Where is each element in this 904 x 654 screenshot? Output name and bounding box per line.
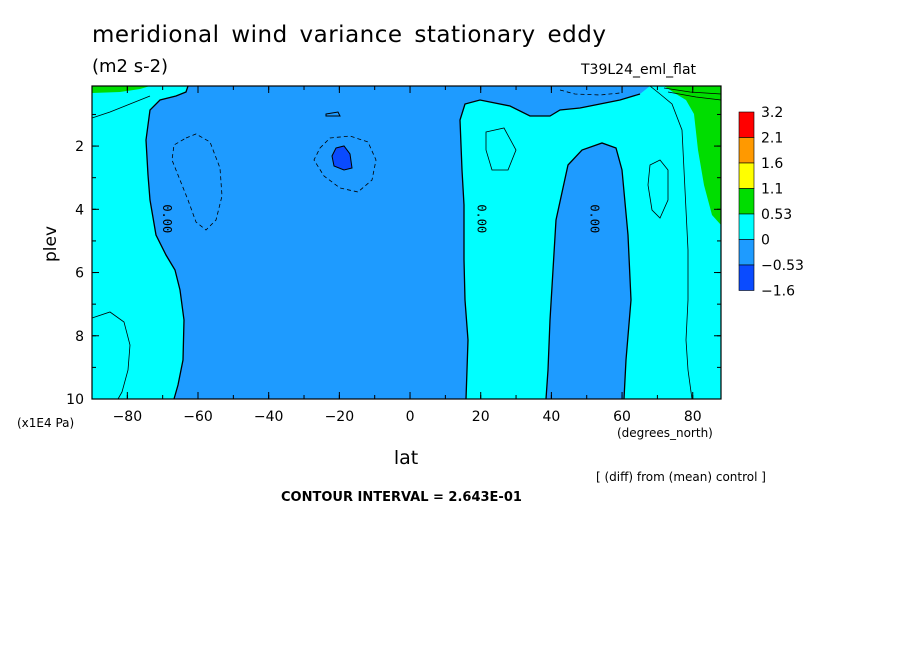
region-minimum [332, 146, 352, 170]
region-top-strip-south [92, 86, 150, 93]
x-tick-label: −40 [254, 409, 284, 425]
y-tick-label: 10 [66, 392, 84, 408]
region-top-strip-north [560, 86, 640, 90]
plot-frame [91, 85, 722, 400]
x-tick-label: −60 [183, 409, 213, 425]
colorbar-label: −1.6 [761, 284, 795, 300]
colorbar-label: 0.53 [761, 207, 792, 223]
x-axis-unit: (degrees_north) [617, 426, 713, 440]
run-id: T39L24_eml_flat [581, 62, 697, 78]
contour-label: 0.00 [475, 204, 489, 233]
y-tick-label: 2 [75, 139, 84, 155]
contour-labels: 0.00 0.00 0.00 [160, 204, 602, 233]
colorbar-label: −0.53 [761, 258, 804, 274]
contour-tongue-inner [647, 159, 669, 219]
colorbar-swatch [738, 137, 755, 164]
region-northern [460, 86, 721, 399]
x-axis: −80 −60 −40 −20 0 20 40 60 80 [91, 86, 702, 425]
x-tick-label: −20 [325, 409, 355, 425]
colorbar-label: 0 [761, 233, 770, 249]
contour-fills [92, 86, 721, 399]
contour-small-south-tick [325, 111, 341, 117]
contour-dashed-min [313, 135, 377, 193]
y-axis: 2 4 6 8 10 [66, 113, 721, 408]
contour-dashed-top-north [559, 89, 621, 96]
colorbar-label: 1.6 [761, 156, 783, 172]
x-tick-label: 40 [542, 409, 560, 425]
colorbar-label: 3.2 [761, 105, 783, 121]
x-tick-label: −80 [113, 409, 143, 425]
y-axis-unit: (x1E4 Pa) [17, 416, 75, 430]
y-tick-label: 6 [75, 266, 84, 282]
y-tick-label: 8 [75, 329, 84, 345]
colorbar-label: 2.1 [761, 131, 783, 147]
colorbar-swatch [738, 213, 755, 240]
chart-units: (m2 s-2) [92, 56, 169, 77]
contour-positive-south-bottom [91, 311, 131, 400]
x-tick-label: 60 [613, 409, 631, 425]
contour-positive-blob [485, 127, 517, 171]
contour-interval: CONTOUR INTERVAL = 2.643E-01 [281, 490, 522, 505]
x-axis-label: lat [394, 447, 418, 469]
x-tick-label: 80 [684, 409, 702, 425]
region-southern [92, 86, 188, 399]
diff-note: [ (diff) from (mean) control ] [596, 470, 766, 484]
colorbar-swatch [738, 264, 755, 291]
contour-lines [91, 85, 722, 400]
contour-north-cap-lines [663, 87, 722, 101]
region-polar-green [664, 86, 721, 225]
contour-minimum [331, 145, 353, 171]
y-tick-label: 4 [75, 202, 84, 218]
colorbar: 3.2 2.1 1.6 1.1 0.53 0 −0.53 −1.6 [738, 105, 804, 300]
contour-zero-tongue [545, 142, 632, 400]
contour-positive-south-top [91, 95, 151, 119]
contour-dashed-south [171, 133, 223, 231]
contour-positive-north [649, 85, 693, 400]
x-tick-label: 20 [472, 409, 490, 425]
contour-zero-north [459, 93, 641, 400]
colorbar-swatch [738, 162, 755, 189]
colorbar-swatch [738, 239, 755, 266]
contour-label: 0.00 [160, 204, 174, 233]
colorbar-swatch [738, 111, 755, 138]
chart-title: meridional wind variance stationary eddy [92, 22, 607, 48]
y-axis-label: plev [41, 226, 61, 262]
contour-zero-south [145, 85, 189, 400]
contour-label: 0.00 [588, 204, 602, 233]
x-tick-label: 0 [406, 409, 415, 425]
colorbar-label: 1.1 [761, 182, 783, 198]
colorbar-swatch [738, 188, 755, 215]
